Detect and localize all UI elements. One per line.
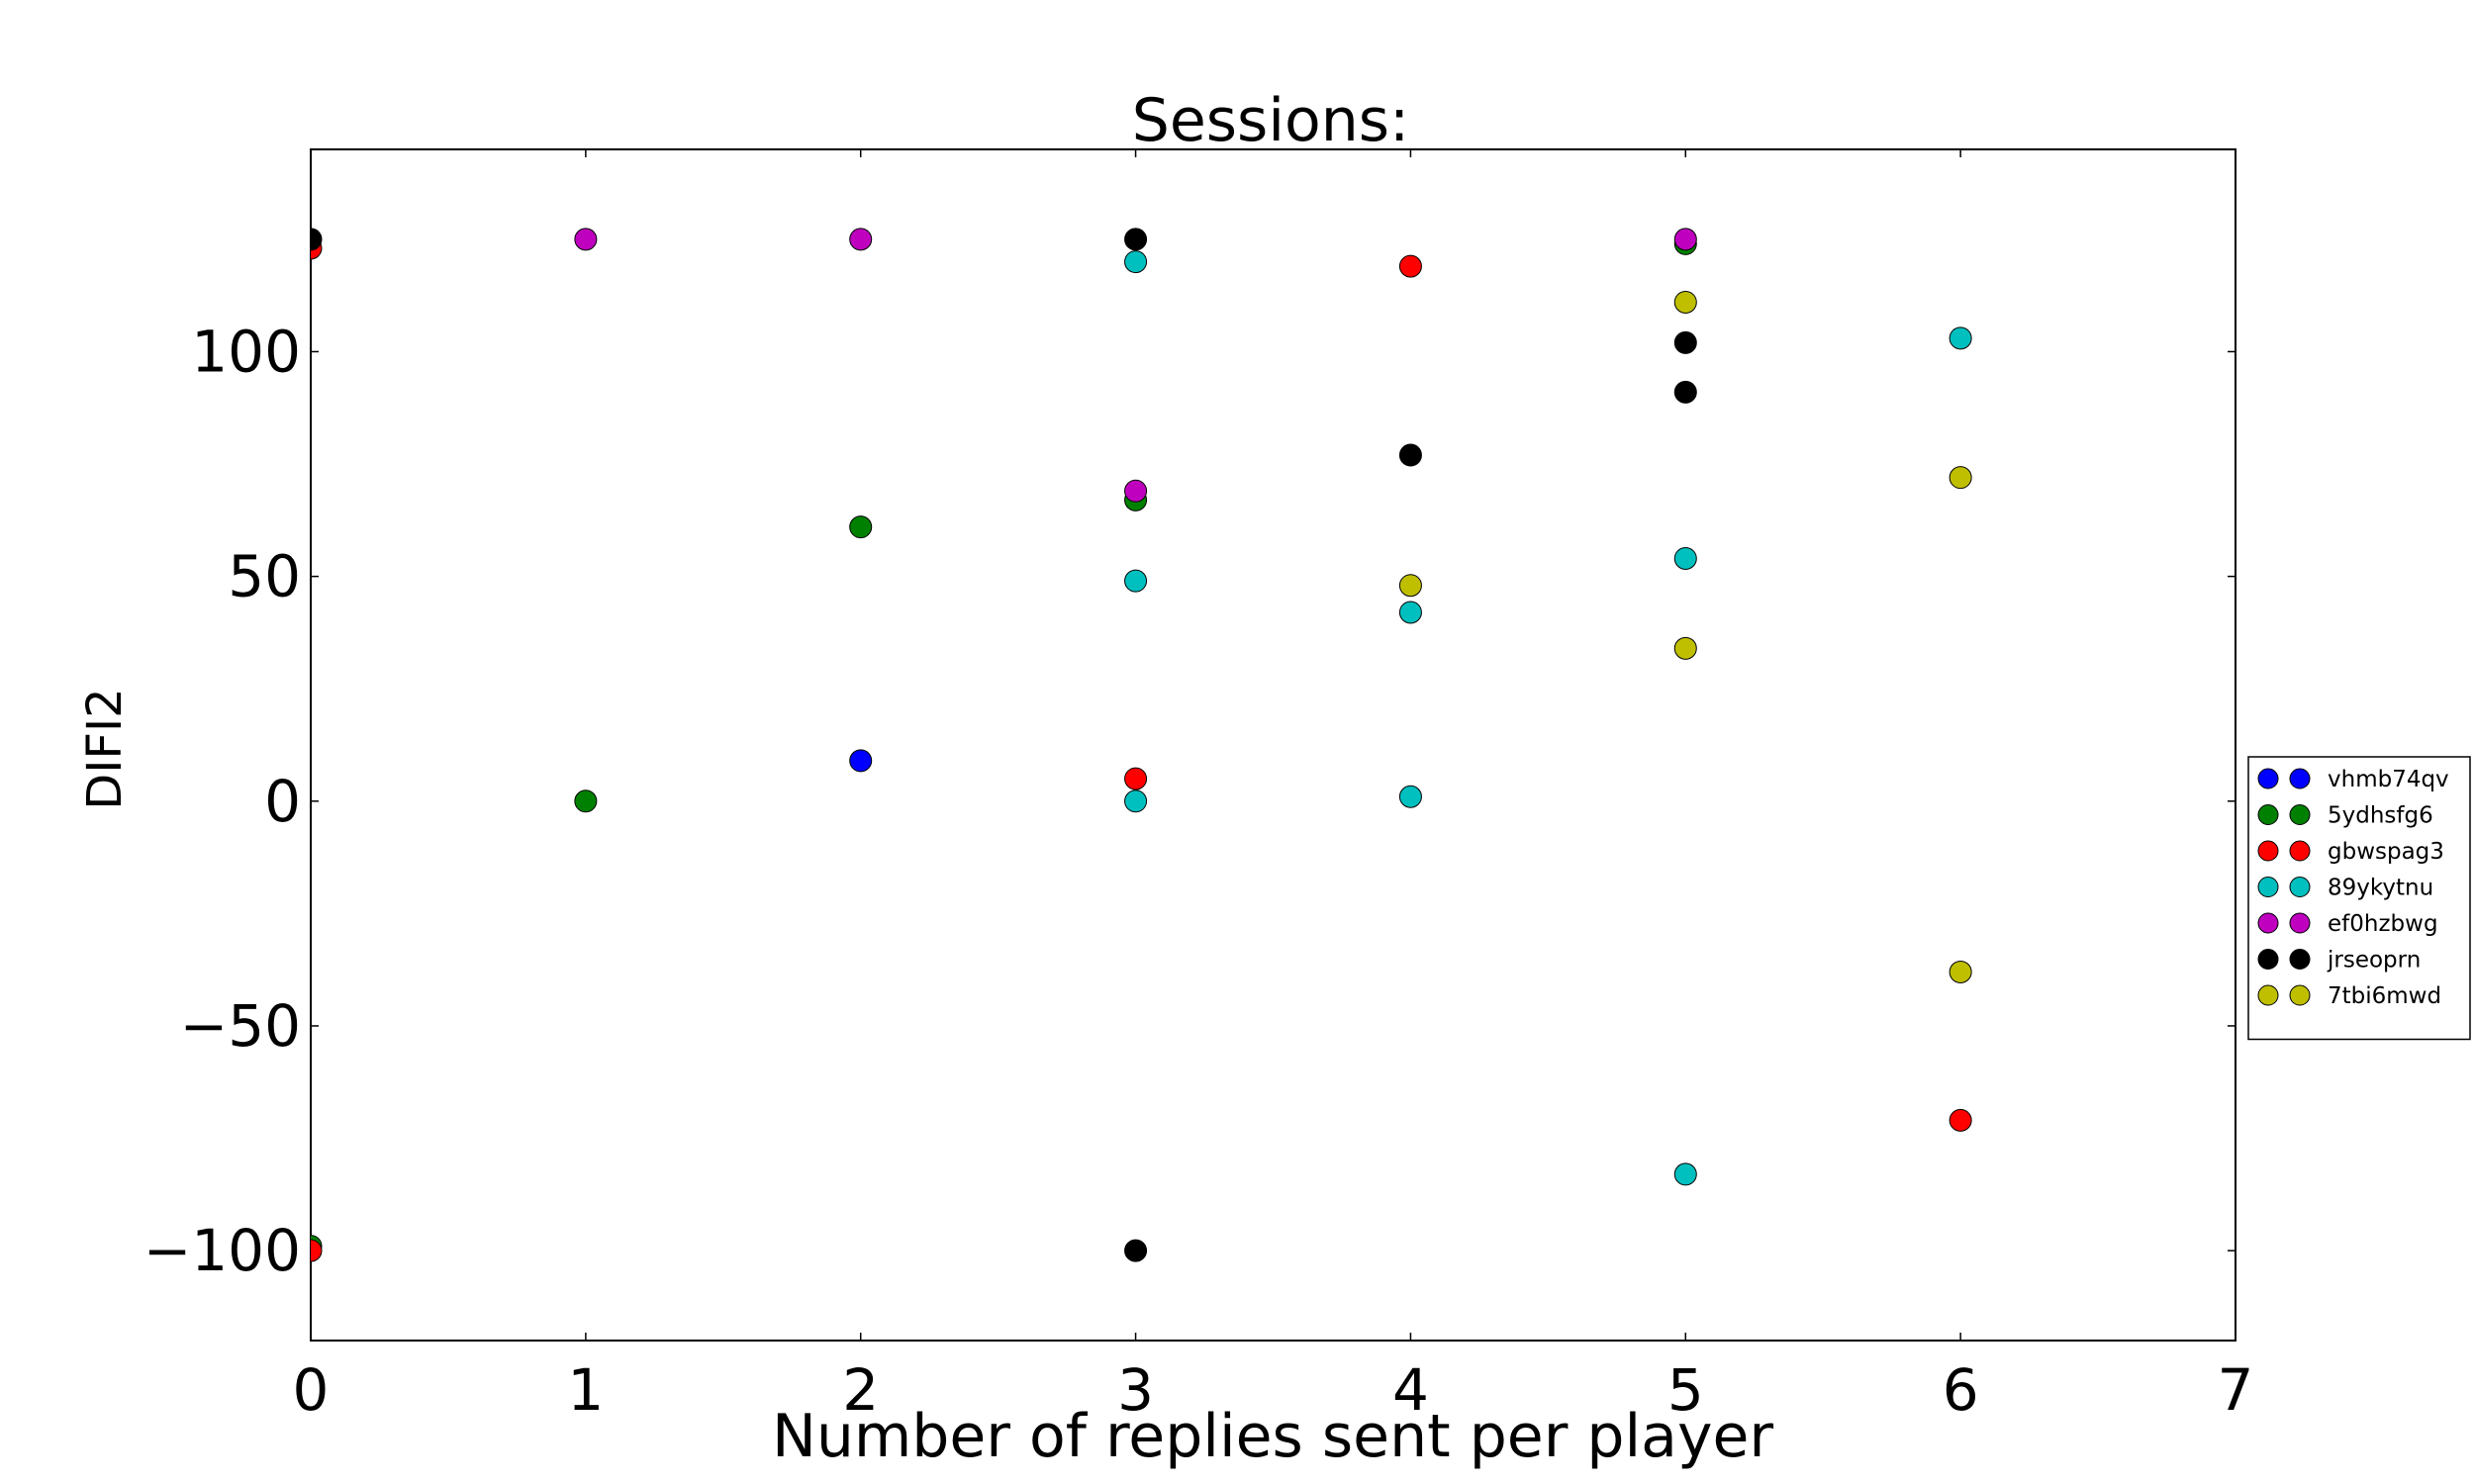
legend-marker [2289,984,2311,1006]
y-tick-label: 0 [264,768,301,835]
data-point [1673,330,1697,354]
data-point [311,228,323,251]
data-point [1124,228,1148,251]
legend-entry: ef0hzbwg [2257,911,2438,937]
data-point [1673,228,1697,251]
legend-label: 5ydhsfg6 [2328,803,2433,829]
data-point [574,228,598,251]
legend-label: jrseoprn [2327,948,2421,974]
data-point [1673,380,1697,404]
data-point [849,515,873,539]
legend: vhmb74qv 5ydhsfg6 gbwspag3 89ykytnu ef0hzbwg… [2247,756,2471,1041]
legend-marker [2257,912,2279,934]
data-point [311,1239,323,1262]
legend-label: vhmb74qv [2328,767,2449,792]
x-axis-ticks: 0 1 2 3 4 5 6 7 [293,149,2254,1424]
legend-marker [2257,804,2279,825]
data-points [311,228,1972,1262]
x-tick-label: 0 [293,1356,330,1424]
legend-entry: 7tbi6mwd [2257,983,2441,1009]
data-point [1949,326,1972,350]
legend-marker [2289,804,2311,825]
series-vhmb74qv [849,749,873,773]
legend-marker [2289,840,2311,862]
data-point [1398,601,1422,624]
data-point [1124,569,1148,593]
data-point [1398,254,1422,278]
data-point [1673,1162,1697,1186]
data-point [1398,443,1422,467]
legend-marker [2257,949,2279,970]
legend-marker [2257,840,2279,862]
legend-marker [2257,877,2279,897]
series-7tbi6mwd [1398,290,1972,983]
x-tick-label: 3 [1117,1356,1154,1424]
x-tick-label: 5 [1667,1356,1704,1424]
y-axis-label: DIFI2 [77,688,133,809]
data-point [1124,767,1148,790]
data-point [849,749,873,773]
legend-entry: gbwspag3 [2257,839,2444,865]
data-point [1398,574,1422,598]
data-point [1124,250,1148,274]
data-point [1673,546,1697,570]
x-tick-label: 6 [1943,1356,1979,1424]
y-axis-ticks: −100 −50 0 50 100 [143,318,2236,1284]
x-axis-label: Number of replies sent per player [772,1402,1773,1471]
legend-entry: 5ydhsfg6 [2257,803,2433,829]
data-point [1124,479,1148,503]
series-jrseoprn [311,228,1697,1262]
plot-area: 0 1 2 3 4 5 6 7 −100 −50 0 50 100 [143,148,2254,1424]
data-point [1949,466,1972,490]
legend-marker [2289,949,2311,970]
data-point [1398,785,1422,808]
legend-box [2247,756,2471,1041]
legend-entry: jrseoprn [2257,948,2421,974]
series-ef0hzbwg [574,228,1697,503]
legend-label: 89ykytnu [2328,876,2433,901]
x-tick-label: 4 [1392,1356,1429,1424]
data-point [1124,789,1148,813]
y-tick-label: −100 [143,1217,301,1284]
legend-marker [2289,768,2311,789]
legend-marker [2257,984,2279,1006]
data-point [1949,1108,1972,1132]
legend-marker [2257,768,2279,789]
y-tick-label: 100 [191,318,301,385]
legend-entry: 89ykytnu [2257,876,2433,901]
legend-label: ef0hzbwg [2328,911,2438,937]
data-point [574,789,598,813]
plot-frame [310,148,2236,1342]
data-point [1673,290,1697,314]
legend-label: 7tbi6mwd [2328,983,2441,1009]
x-tick-label: 1 [567,1356,604,1424]
chart-title: Sessions: [1132,86,1409,155]
data-point [1124,1239,1148,1262]
data-point [849,228,873,251]
series-89ykytnu [1124,250,1972,1186]
y-tick-label: 50 [228,543,301,610]
legend-label: gbwspag3 [2328,839,2444,865]
y-tick-label: −50 [180,992,301,1060]
legend-entry: vhmb74qv [2257,767,2449,792]
series-gbwspag3 [311,236,1972,1262]
data-point [1673,636,1697,660]
legend-marker [2289,912,2311,934]
x-tick-label: 7 [2218,1356,2254,1424]
legend-marker [2289,877,2311,897]
x-tick-label: 2 [842,1356,879,1424]
data-point [1949,960,1972,983]
